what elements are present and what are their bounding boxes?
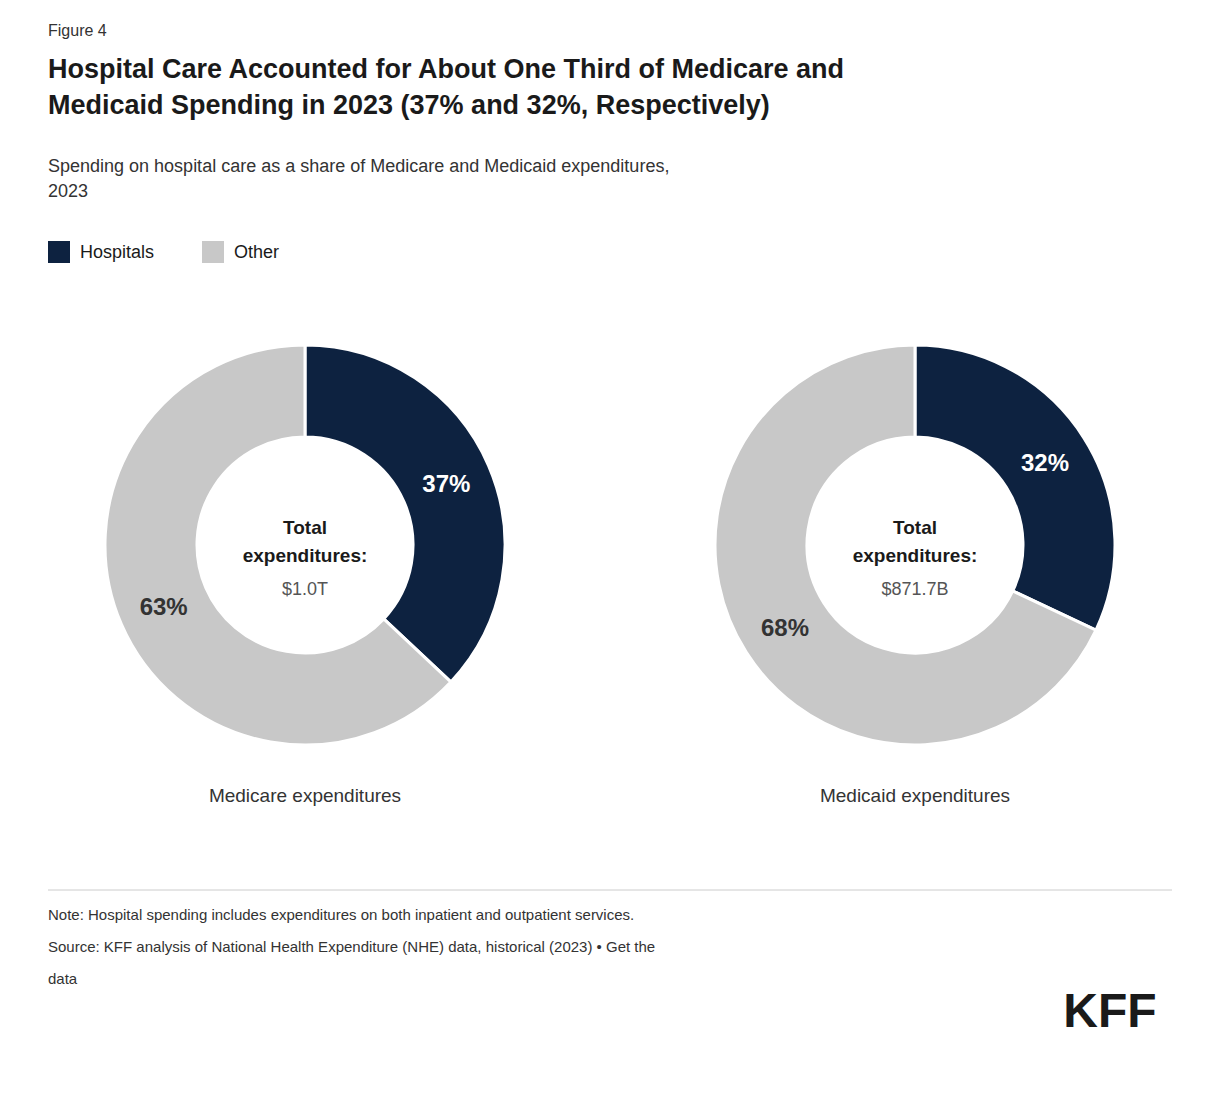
- center-text: Total: [283, 517, 327, 538]
- figure-label: Figure 4: [48, 22, 107, 39]
- legend-swatch: [48, 241, 70, 263]
- center-text: expenditures:: [853, 545, 978, 566]
- note: data: [48, 970, 78, 987]
- separator: [48, 890, 1172, 891]
- donut-slice: [715, 345, 1096, 745]
- chart-label: Medicare expenditures: [209, 785, 401, 806]
- donut-slice: [305, 345, 505, 682]
- chart-label: Medicaid expenditures: [820, 785, 1010, 806]
- donut-slice: [105, 345, 451, 745]
- note: Source: KFF analysis of National Health …: [48, 938, 655, 955]
- data-label: 68%: [761, 614, 809, 641]
- legend: Hospitals Other: [48, 241, 279, 263]
- logo: KFF: [1063, 984, 1156, 1037]
- center-text: Total: [893, 517, 937, 538]
- background: [0, 0, 1220, 1118]
- title: Hospital Care Accounted for About One Th…: [48, 54, 844, 120]
- legend-label: Other: [234, 242, 279, 262]
- data-label: 37%: [422, 470, 470, 497]
- donut-chart: 37% 63% Total expenditures: $1.0T Medicare ex…: [105, 345, 505, 806]
- legend-label: Hospitals: [80, 242, 154, 262]
- data-label: 32%: [1021, 449, 1069, 476]
- center-text: $1.0T: [282, 579, 328, 599]
- data-label: 63%: [140, 593, 188, 620]
- chart-root: Figure 4 Hospital Care Accounted for Abou…: [0, 0, 1220, 1118]
- subtitle: Spending on hospital care as a share of …: [48, 156, 669, 201]
- center-text: expenditures:: [243, 545, 368, 566]
- center-text: $871.7B: [881, 579, 948, 599]
- legend-swatch: [202, 241, 224, 263]
- donut-chart: 32% 68% Total expenditures: $871.7B Medicaid …: [715, 345, 1115, 806]
- note: Note: Hospital spending includes expendi…: [48, 906, 634, 923]
